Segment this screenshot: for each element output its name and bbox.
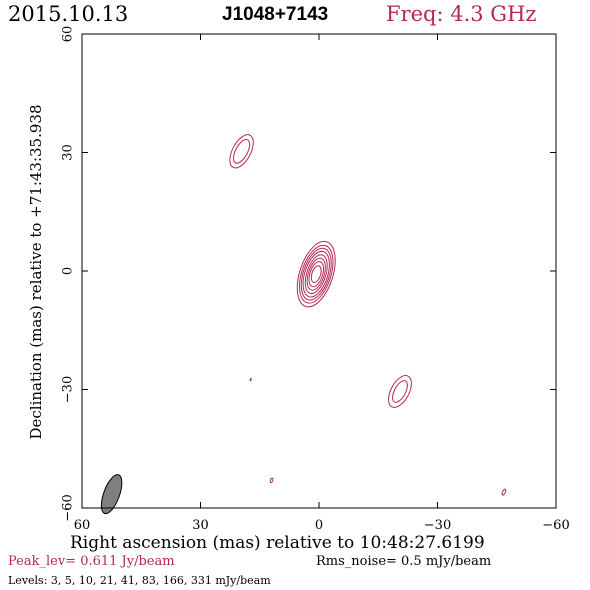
frequency-label: Freq: 4.3 GHz bbox=[386, 2, 537, 26]
y-tick-label: 60 bbox=[61, 26, 76, 43]
y-tick-label: −60 bbox=[61, 494, 76, 521]
x-tick-label: 60 bbox=[74, 518, 91, 533]
contour-core-0 bbox=[296, 240, 336, 308]
contour-core-7 bbox=[310, 265, 322, 284]
contour-core-3 bbox=[302, 250, 330, 298]
contour-core-5 bbox=[306, 257, 326, 291]
y-tick-label: 30 bbox=[61, 144, 76, 161]
rms-noise: Rms_noise= 0.5 mJy/beam bbox=[316, 554, 492, 569]
x-axis-label: Right ascension (mas) relative to 10:48:… bbox=[70, 533, 485, 553]
y-tick-label: −30 bbox=[61, 376, 76, 403]
observation-date: 2015.10.13 bbox=[8, 2, 129, 26]
y-tick-label: 0 bbox=[61, 267, 76, 275]
plot-frame bbox=[81, 33, 557, 509]
contours-group bbox=[229, 134, 507, 496]
contour-speck-2-0 bbox=[269, 477, 274, 484]
beam-layer bbox=[100, 474, 123, 515]
contour-core-2 bbox=[300, 247, 332, 301]
contour-levels: Levels: 3, 5, 10, 21, 41, 83, 166, 331 m… bbox=[8, 574, 271, 587]
contour-south-west-1 bbox=[392, 380, 408, 403]
contour-north-east-1 bbox=[233, 138, 251, 164]
axis-ticks bbox=[81, 33, 557, 509]
source-name: J1048+7143 bbox=[222, 4, 329, 25]
contour-speck-1-0 bbox=[249, 377, 252, 382]
contour-core-6 bbox=[308, 261, 324, 288]
contour-south-west-0 bbox=[388, 375, 412, 408]
contour-north-east-0 bbox=[229, 134, 254, 169]
y-axis-label: Declination (mas) relative to +71:43:35.… bbox=[27, 104, 45, 440]
peak-level: Peak_lev= 0.611 Jy/beam bbox=[8, 554, 175, 569]
x-tick-label: 30 bbox=[192, 518, 209, 533]
contour-core-4 bbox=[304, 254, 328, 295]
x-tick-label: −30 bbox=[424, 518, 451, 533]
contour-speck-3-0 bbox=[501, 488, 507, 496]
x-tick-label: −60 bbox=[542, 518, 569, 533]
contour-core-1 bbox=[299, 244, 334, 304]
axis-tick-labels: 60 30 0 −30 −60 −60 −30 0 30 60 bbox=[61, 26, 570, 533]
x-tick-label: 0 bbox=[315, 518, 323, 533]
beam-ellipse bbox=[100, 474, 123, 515]
